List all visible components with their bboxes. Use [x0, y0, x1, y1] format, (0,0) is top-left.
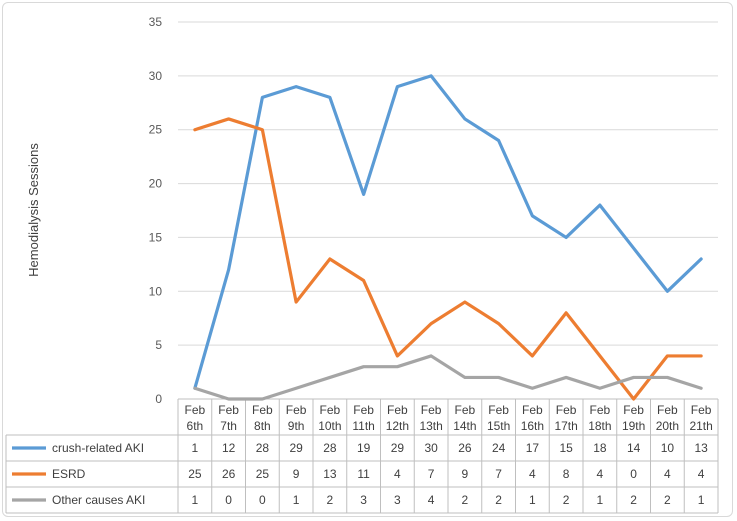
data-label: 2 [495, 493, 502, 507]
x-tick-label: Feb [387, 403, 408, 417]
data-label: 19 [357, 441, 371, 455]
x-tick-label: Feb [185, 403, 206, 417]
data-label: 0 [630, 467, 637, 481]
x-tick-label: 15th [487, 419, 510, 433]
data-label: 14 [627, 441, 641, 455]
y-axis-label: Hemodialysis Sessions [26, 143, 41, 277]
data-label: 26 [458, 441, 472, 455]
data-label: 13 [694, 441, 708, 455]
data-label: 25 [188, 467, 202, 481]
data-label: 18 [593, 441, 607, 455]
x-tick-label: 8th [254, 419, 271, 433]
data-label: 7 [495, 467, 502, 481]
data-label: 4 [597, 467, 604, 481]
x-tick-label: 20th [656, 419, 679, 433]
data-label: 3 [394, 493, 401, 507]
data-label: 28 [323, 441, 337, 455]
y-tick-label: 5 [155, 338, 162, 352]
data-label: 4 [529, 467, 536, 481]
data-label: 3 [360, 493, 367, 507]
data-label: 9 [293, 467, 300, 481]
x-tick-label: 12th [386, 419, 409, 433]
x-tick-label: 10th [318, 419, 341, 433]
y-tick-label: 10 [149, 284, 163, 298]
x-tick-label: Feb [455, 403, 476, 417]
x-tick-label: Feb [218, 403, 239, 417]
data-label: 26 [222, 467, 236, 481]
x-tick-label: 6th [187, 419, 204, 433]
data-label: 0 [259, 493, 266, 507]
data-label: 29 [391, 441, 405, 455]
data-label: 29 [289, 441, 303, 455]
data-label: 0 [225, 493, 232, 507]
data-label: 4 [394, 467, 401, 481]
data-label: 2 [327, 493, 334, 507]
series-line [193, 354, 703, 401]
x-tick-label: Feb [691, 403, 712, 417]
data-label: 1 [529, 493, 536, 507]
y-tick-label: 30 [149, 69, 163, 83]
legend-label: ESRD [52, 467, 86, 481]
y-tick-label: 15 [149, 230, 163, 244]
data-label: 2 [664, 493, 671, 507]
x-tick-label: Feb [657, 403, 678, 417]
x-tick-label: 16th [521, 419, 544, 433]
x-tick-label: 13th [419, 419, 442, 433]
data-label: 2 [630, 493, 637, 507]
x-tick-label: 7th [220, 419, 237, 433]
data-label: 7 [428, 467, 435, 481]
data-label: 2 [462, 493, 469, 507]
series-line [193, 117, 703, 401]
x-tick-label: Feb [353, 403, 374, 417]
x-tick-label: Feb [421, 403, 442, 417]
data-label: 12 [222, 441, 236, 455]
x-tick-label: 14th [453, 419, 476, 433]
data-label: 17 [526, 441, 540, 455]
data-label: 30 [424, 441, 438, 455]
data-label: 4 [698, 467, 705, 481]
x-tick-label: Feb [320, 403, 341, 417]
data-label: 1 [698, 493, 705, 507]
x-tick-label: 17th [554, 419, 577, 433]
x-tick-label: 9th [288, 419, 305, 433]
data-label: 11 [357, 467, 370, 481]
x-tick-label: Feb [590, 403, 611, 417]
y-tick-label: 0 [155, 392, 162, 406]
data-label: 15 [559, 441, 573, 455]
x-tick-label: 19th [622, 419, 645, 433]
data-label: 9 [462, 467, 469, 481]
series-line [193, 74, 703, 390]
data-label: 24 [492, 441, 506, 455]
x-tick-label: Feb [252, 403, 273, 417]
data-label: 1 [293, 493, 300, 507]
data-label: 28 [256, 441, 270, 455]
x-tick-label: Feb [556, 403, 577, 417]
y-tick-label: 20 [149, 177, 163, 191]
data-label: 4 [428, 493, 435, 507]
y-tick-label: 35 [149, 15, 163, 29]
x-tick-label: 18th [588, 419, 611, 433]
x-tick-label: 21th [689, 419, 712, 433]
x-tick-label: 11th [352, 419, 374, 433]
data-label: 8 [563, 467, 570, 481]
x-tick-label: Feb [286, 403, 307, 417]
data-label: 1 [192, 493, 199, 507]
data-label: 4 [664, 467, 671, 481]
data-label: 1 [597, 493, 604, 507]
data-label: 25 [256, 467, 270, 481]
data-label: 10 [661, 441, 675, 455]
legend-label: crush-related AKI [52, 441, 144, 455]
x-tick-label: Feb [522, 403, 543, 417]
x-tick-label: Feb [488, 403, 509, 417]
legend-label: Other causes AKI [52, 493, 145, 507]
x-tick-label: Feb [623, 403, 644, 417]
data-label: 13 [323, 467, 337, 481]
data-label: 2 [563, 493, 570, 507]
y-tick-label: 25 [149, 123, 163, 137]
data-label: 1 [192, 441, 199, 455]
